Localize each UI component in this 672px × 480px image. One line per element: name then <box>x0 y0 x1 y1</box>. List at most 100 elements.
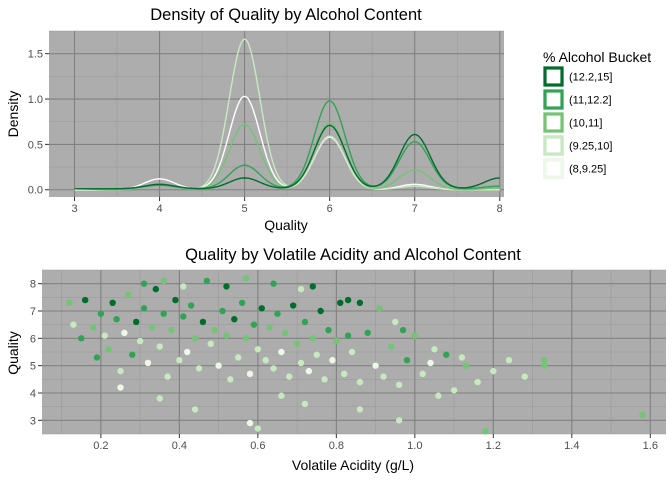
scatter-chart-title: Quality by Volatile Acidity and Alcohol … <box>185 246 521 264</box>
scatter-point <box>117 384 124 391</box>
scatter-point <box>399 326 407 334</box>
scatter-point <box>223 283 230 290</box>
scatter-point <box>395 381 403 388</box>
x-tick-label: 1.4 <box>564 440 579 452</box>
scatter-point <box>348 348 356 356</box>
scatter-point <box>160 277 167 285</box>
legend-item: (11,12.2] <box>543 89 612 110</box>
x-tick-label: 3 <box>71 203 77 215</box>
y-tick-label: 0.0 <box>28 185 43 197</box>
y-tick-label: 6 <box>30 333 36 345</box>
legend-swatch <box>543 135 564 156</box>
scatter-point <box>458 354 466 361</box>
scatter-point <box>140 280 148 287</box>
scatter-point <box>521 373 528 380</box>
density-lines <box>74 38 500 191</box>
scatter-point <box>333 337 340 345</box>
scatter-point <box>231 316 238 323</box>
scatter-point <box>427 359 434 367</box>
x-tick-label: 1.6 <box>643 440 658 452</box>
scatter-point <box>431 346 438 353</box>
scatter-point <box>309 335 316 342</box>
scatter-point <box>203 277 211 285</box>
legend-swatch <box>543 89 564 110</box>
y-tick-label: 4 <box>30 388 36 400</box>
y-tick-label: 1.5 <box>28 49 43 61</box>
scatter-point <box>419 370 426 378</box>
density-y-ticks: 0.0 0.5 1.0 1.5 <box>28 49 49 197</box>
scatter-point <box>136 337 144 345</box>
scatter-point <box>132 318 140 326</box>
x-tick-label: 4 <box>156 203 162 215</box>
scatter-point <box>219 307 226 315</box>
scatter-point <box>356 378 364 386</box>
x-tick-label: 0.6 <box>250 440 265 452</box>
scatter-point <box>156 395 163 402</box>
y-tick-label: 0.5 <box>28 139 43 151</box>
scatter-point <box>376 305 383 312</box>
x-tick-label: 1.2 <box>486 440 501 452</box>
scatter-point <box>262 357 269 364</box>
scatter-point <box>450 387 458 394</box>
legend: % Alcohol Bucket (12.2,15] (11,12.2] (10,1… <box>543 49 651 179</box>
scatter-point <box>215 362 222 369</box>
scatter-point <box>66 299 73 306</box>
scatter-point <box>168 326 175 334</box>
scatter-point <box>482 428 489 435</box>
scatter-point <box>505 357 513 364</box>
x-tick-label: 0.8 <box>329 440 344 452</box>
scatter-point <box>235 354 242 361</box>
scatter-point <box>144 359 152 367</box>
x-tick-label: 1.0 <box>407 440 422 452</box>
scatter-point <box>286 373 293 380</box>
scatter-point <box>211 326 218 334</box>
scatter-y-axis-title: Quality <box>5 331 21 375</box>
scatter-point <box>270 365 277 372</box>
scatter-point <box>356 299 364 306</box>
scatter-point <box>254 425 262 432</box>
legend-label: (11,12.2] <box>569 95 612 107</box>
scatter-point <box>443 351 450 358</box>
legend-items: (12.2,15] (11,12.2] (10,11] (9.25,10] (8,9.2… <box>543 66 612 179</box>
scatter-point <box>313 351 320 358</box>
x-tick-label: 7 <box>412 203 418 215</box>
scatter-point <box>152 285 160 293</box>
scatter-point <box>411 332 419 339</box>
scatter-point <box>129 351 136 358</box>
scatter-point <box>380 373 387 380</box>
scatter-point <box>490 367 497 375</box>
scatter-point <box>70 321 77 328</box>
x-tick-label: 0.2 <box>93 440 108 452</box>
scatter-point <box>293 340 301 347</box>
legend-item: (12.2,15] <box>543 66 612 87</box>
scatter-point <box>297 359 305 367</box>
scatter-point <box>227 376 234 383</box>
x-tick-label: 6 <box>327 203 333 215</box>
scatter-point <box>266 324 273 331</box>
legend-label: (9.25,10] <box>569 141 612 153</box>
legend-label: (12.2,15] <box>569 72 612 84</box>
scatter-point <box>101 332 108 339</box>
scatter-chart: Quality by Volatile Acidity and Alcohol … <box>5 246 666 473</box>
scatter-point <box>246 419 254 427</box>
scatter-point <box>395 417 403 424</box>
scatter-point <box>325 326 332 334</box>
scatter-point <box>372 362 379 369</box>
scatter-point <box>278 348 285 356</box>
scatter-point <box>109 299 116 306</box>
scatter-point <box>113 316 120 323</box>
scatter-point <box>403 357 411 364</box>
legend-item: (10,11] <box>543 112 602 133</box>
scatter-point <box>78 335 85 342</box>
scatter-point <box>639 411 646 419</box>
scatter-point <box>160 310 167 317</box>
scatter-point <box>435 392 442 399</box>
density-chart-title: Density of Quality by Alcohol Content <box>150 6 422 24</box>
scatter-point <box>180 283 187 290</box>
scatter-point <box>392 318 399 326</box>
y-tick-label: 8 <box>30 279 36 291</box>
scatter-point <box>164 373 171 380</box>
scatter-point <box>305 367 313 375</box>
